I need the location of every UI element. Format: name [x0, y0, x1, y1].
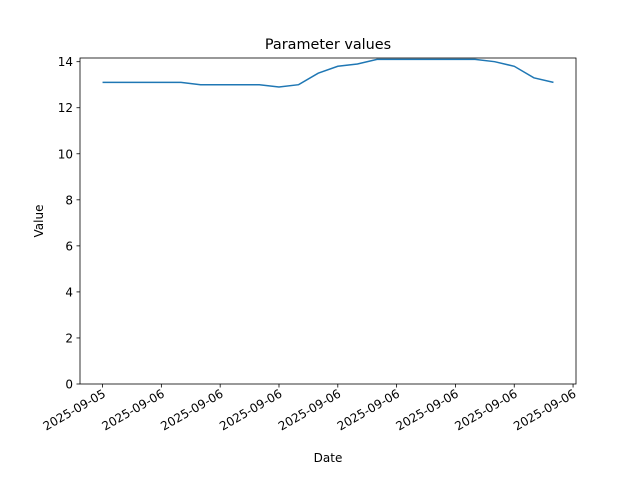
data-line [102, 58, 554, 88]
y-tick-label: 14 [58, 55, 73, 69]
y-tick-label: 8 [65, 193, 73, 207]
plot-frame [79, 57, 577, 385]
y-axis-label: Value [32, 205, 46, 238]
x-axis-label: Date [314, 451, 343, 465]
chart-title: Parameter values [265, 37, 391, 53]
y-tick-label: 10 [58, 147, 73, 161]
y-tick-label: 6 [65, 239, 73, 253]
y-tick-label: 2 [65, 331, 73, 345]
y-tick-label: 4 [65, 285, 73, 299]
y-tick-label: 0 [65, 378, 73, 392]
y-tick-label: 12 [58, 101, 73, 115]
